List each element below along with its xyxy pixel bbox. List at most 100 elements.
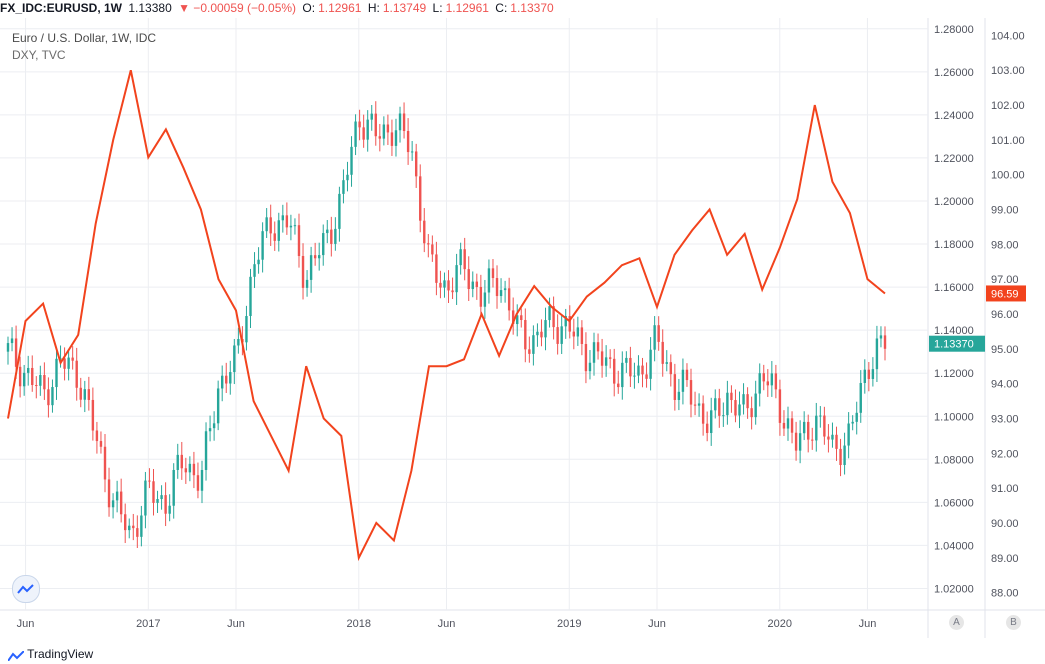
open-label: O:	[302, 1, 315, 15]
symbol-header: FX_IDC:EURUSD, 1W 1.13380 ▼ −0.00059 (−0…	[0, 0, 1045, 17]
eur-candle-body	[116, 492, 118, 501]
eur-y-tick-label: 1.02000	[934, 583, 974, 595]
chart-settings-icon[interactable]	[12, 575, 40, 603]
eur-candle-body	[730, 393, 732, 400]
eur-candle-body	[666, 362, 668, 364]
eur-candle-body	[136, 528, 138, 537]
eur-candle-body	[84, 389, 86, 400]
eur-candle-body	[738, 404, 740, 415]
eur-candle-body	[423, 221, 425, 244]
scale-b-button[interactable]: B	[1006, 615, 1021, 630]
eur-candle-body	[43, 375, 45, 389]
eur-candle-body	[76, 361, 78, 388]
eur-candle-body	[427, 243, 429, 244]
eur-candle-body	[754, 394, 756, 418]
eur-candle-body	[229, 372, 231, 383]
eur-candle-body	[556, 327, 558, 344]
eur-candle-body	[338, 194, 340, 229]
eur-candle-body	[265, 217, 267, 231]
eur-candle-body	[88, 389, 90, 400]
eur-candle-body	[864, 370, 866, 383]
eur-candle-body	[447, 280, 449, 290]
eur-candle-body	[294, 225, 296, 226]
eur-candle-body	[362, 127, 364, 139]
eur-candle-body	[734, 400, 736, 415]
eur-candle-body	[532, 335, 534, 354]
eur-candle-body	[213, 423, 215, 428]
eur-candle-body	[674, 374, 676, 400]
eur-candle-body	[476, 282, 478, 287]
eur-candle-body	[124, 514, 126, 530]
eur-candle-body	[783, 423, 785, 429]
eur-candle-body	[209, 428, 211, 431]
legend-main-series[interactable]: Euro / U.S. Dollar, 1W, IDC	[12, 31, 156, 45]
eur-candle-body	[876, 338, 878, 369]
eur-candle-body	[472, 282, 474, 289]
x-tick-label: Jun	[17, 618, 35, 630]
price-chart[interactable]: 1.280001.260001.240001.220001.200001.180…	[0, 18, 1045, 638]
eur-candle-body	[193, 464, 195, 475]
eur-candle-body	[132, 526, 134, 528]
eur-candle-body	[371, 114, 373, 120]
eur-candle-body	[189, 464, 191, 473]
footer-brand[interactable]: TradingView	[8, 647, 93, 661]
eur-candle-body	[144, 481, 146, 516]
x-tick-label: Jun	[438, 618, 456, 630]
low-label: L:	[433, 1, 443, 15]
x-tick-label: Jun	[227, 618, 245, 630]
eur-candle-body	[15, 338, 17, 366]
eur-candle-body	[492, 268, 494, 278]
eur-candle-body	[391, 132, 393, 145]
eur-candle-body	[63, 358, 65, 368]
eur-y-tick-label: 1.12000	[934, 368, 974, 380]
eur-candle-body	[860, 383, 862, 413]
eur-candle-body	[504, 288, 506, 290]
eur-candle-body	[35, 385, 37, 386]
tradingview-logo-icon	[8, 650, 24, 660]
x-tick-label: Jun	[859, 618, 877, 630]
eur-candle-body	[290, 226, 292, 228]
eur-candle-body	[585, 344, 587, 371]
eur-candle-body	[831, 435, 833, 440]
eur-candle-body	[662, 342, 664, 364]
eur-candle-body	[318, 255, 320, 258]
eur-candle-body	[108, 479, 110, 507]
legend-compare-series[interactable]: DXY, TVC	[12, 48, 66, 62]
eur-candle-body	[67, 358, 69, 369]
eur-y-tick-label: 1.06000	[934, 497, 974, 509]
eur-candle-body	[185, 468, 187, 472]
eur-candle-body	[759, 373, 761, 393]
eur-y-tick-label: 1.14000	[934, 325, 974, 337]
eur-y-tick-label: 1.24000	[934, 110, 974, 122]
eur-candle-body	[625, 358, 627, 363]
eur-candle-body	[637, 366, 639, 376]
eur-candle-body	[839, 449, 841, 465]
eur-candle-body	[597, 342, 599, 351]
eur-candle-body	[326, 230, 328, 233]
eur-candle-body	[791, 418, 793, 432]
eur-candle-body	[868, 370, 870, 379]
eur-candle-body	[540, 332, 542, 338]
dxy-y-tick-label: 95.00	[991, 344, 1019, 356]
eur-candle-body	[767, 381, 769, 385]
symbol-name[interactable]: FX_IDC:EURUSD, 1W	[0, 1, 122, 15]
eur-candle-body	[346, 175, 348, 180]
eur-candle-body	[399, 113, 401, 130]
open-value: 1.12961	[318, 1, 361, 15]
eur-candle-body	[112, 500, 114, 507]
eur-candle-body	[851, 422, 853, 424]
eur-candle-body	[819, 416, 821, 417]
price-change: ▼ −0.00059 (−0.05%)	[178, 1, 296, 15]
dxy-y-tick-label: 101.00	[991, 135, 1025, 147]
auto-scale-button[interactable]: A	[949, 615, 964, 630]
x-tick-label: 2017	[136, 618, 160, 630]
eur-candle-body	[403, 113, 405, 131]
eur-candle-body	[488, 268, 490, 292]
eur-candle-body	[233, 345, 235, 372]
eur-candle-body	[694, 405, 696, 406]
eur-candle-body	[500, 290, 502, 296]
x-tick-label: 2019	[557, 618, 581, 630]
eur-candle-body	[686, 370, 688, 380]
eur-candle-body	[278, 220, 280, 241]
eur-candle-body	[690, 380, 692, 405]
